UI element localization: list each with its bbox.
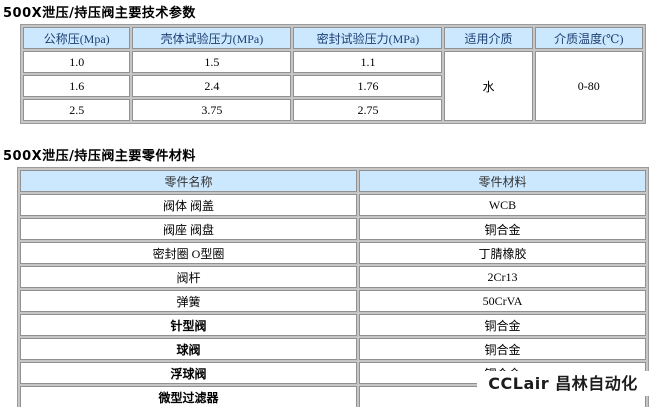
materials-row: 阀杆 2Cr13 <box>20 266 646 288</box>
part-material-cell: 丁腈橡胶 <box>359 242 646 264</box>
parameters-row: 1.0 1.5 1.1 水 0-80 <box>23 51 643 121</box>
parameters-row: 1.6 2.4 1.76 <box>23 75 643 97</box>
part-name-cell: 阀体 阀盖 <box>20 194 357 216</box>
header-medium-temperature: 介质温度(℃) <box>534 27 643 49</box>
part-name-cell: 弹簧 <box>20 290 357 312</box>
part-name-cell: 阀座 阀盘 <box>20 218 357 240</box>
materials-row: 针型阀 铜合金 <box>20 314 646 336</box>
watermark-logo: CCLair 昌林自动化 <box>477 371 649 396</box>
part-material-cell: 铜合金 <box>359 314 646 336</box>
parameters-header-row: 公称压(Mpa) 壳体试验压力(MPa) 密封试验压力(MPa) 适用介质 介质… <box>23 27 643 49</box>
part-name-cell: 浮球阀 <box>20 362 357 384</box>
nominal-pressure-cell: 1.0 <box>23 51 131 73</box>
header-part-material: 零件材料 <box>359 170 646 192</box>
part-material-cell: WCB <box>359 194 646 216</box>
materials-row: 球阀 铜合金 <box>20 338 646 360</box>
seal-test-pressure-cell: 1.76 <box>293 75 443 97</box>
shell-test-pressure-cell: 3.75 <box>132 99 292 121</box>
seal-test-pressure-cell: 2.75 <box>293 99 443 121</box>
materials-table: 零件名称 零件材料 阀体 阀盖 WCB 阀座 阀盘 铜合金 密封圈 O型圈 丁腈… <box>17 167 649 407</box>
header-part-name: 零件名称 <box>20 170 357 192</box>
part-name-cell: 微型过滤器 <box>20 386 357 407</box>
part-name-cell: 密封圈 O型圈 <box>20 242 357 264</box>
materials-row: 阀座 阀盘 铜合金 <box>20 218 646 240</box>
materials-row: 弹簧 50CrVA <box>20 290 646 312</box>
materials-row: 密封圈 O型圈 丁腈橡胶 <box>20 242 646 264</box>
parameters-table: 公称压(Mpa) 壳体试验压力(MPa) 密封试验压力(MPa) 适用介质 介质… <box>20 24 646 124</box>
header-applicable-medium: 适用介质 <box>444 27 533 49</box>
shell-test-pressure-cell: 1.5 <box>132 51 292 73</box>
temperature-cell: 0-80 <box>534 51 643 121</box>
seal-test-pressure-cell: 1.1 <box>293 51 443 73</box>
nominal-pressure-cell: 2.5 <box>23 99 131 121</box>
materials-row: 阀体 阀盖 WCB <box>20 194 646 216</box>
part-material-cell: 50CrVA <box>359 290 646 312</box>
header-nominal-pressure: 公称压(Mpa) <box>23 27 131 49</box>
materials-header-row: 零件名称 零件材料 <box>20 170 646 192</box>
shell-test-pressure-cell: 2.4 <box>132 75 292 97</box>
nominal-pressure-cell: 1.6 <box>23 75 131 97</box>
part-material-cell: 2Cr13 <box>359 266 646 288</box>
part-name-cell: 阀杆 <box>20 266 357 288</box>
section-title-parameters: 500X泄压/持压阀主要技术参数 <box>3 6 196 21</box>
part-name-cell: 球阀 <box>20 338 357 360</box>
part-name-cell: 针型阀 <box>20 314 357 336</box>
part-material-cell: 铜合金 <box>359 218 646 240</box>
part-material-cell: 铜合金 <box>359 338 646 360</box>
header-seal-test-pressure: 密封试验压力(MPa) <box>293 27 443 49</box>
parameters-row: 2.5 3.75 2.75 <box>23 99 643 121</box>
medium-cell: 水 <box>444 51 533 121</box>
section-title-materials: 500X泄压/持压阀主要零件材料 <box>3 149 196 164</box>
header-shell-test-pressure: 壳体试验压力(MPa) <box>132 27 292 49</box>
